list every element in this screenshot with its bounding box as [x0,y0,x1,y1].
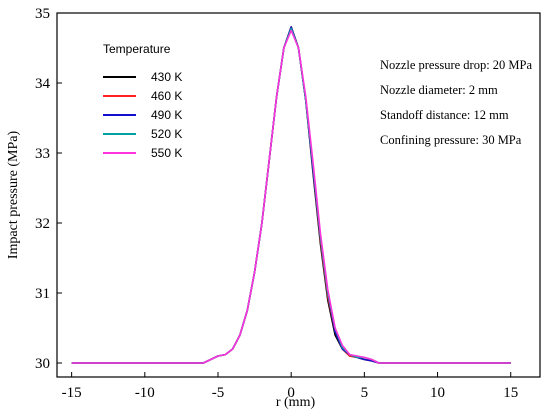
legend-entry: 490 K [151,108,182,122]
axes: -15 -10 -5 0 5 10 15 30 31 32 33 34 35 r (mm) Impact p… [6,6,541,410]
legend-entry: 550 K [151,146,182,160]
legend-entry: 460 K [151,89,182,103]
x-tick-label: 15 [503,385,518,401]
annotation-text: Nozzle diameter: 2 mm [380,83,498,97]
series-line-460k [71,26,511,364]
legend: Temperature 430 K 460 K 490 K 520 K 550 K [103,42,182,160]
plot-frame [56,12,541,378]
legend-entry: 430 K [151,70,182,84]
y-axis-label: Impact pressure (MPa) [6,131,21,260]
y-tick-label: 30 [35,356,50,372]
legend-entry: 520 K [151,127,182,141]
annotation-text: Confining pressure: 30 MPa [380,133,522,147]
series-line-490k [71,26,511,364]
series-group [71,26,511,364]
x-tick-label: -10 [135,385,155,401]
y-tick-label: 33 [35,146,50,162]
annotation-text: Nozzle pressure drop: 20 MPa [380,58,532,72]
series-line-520k [71,27,511,364]
y-tick-label: 35 [35,6,50,22]
y-tick-label: 32 [35,216,50,232]
series-line-430k [71,26,511,364]
x-tick-label: 10 [430,385,445,401]
legend-title: Temperature [103,42,171,56]
y-tick-label: 31 [35,286,50,302]
series-line-550k [71,29,511,364]
annotations: Nozzle pressure drop: 20 MPa Nozzle diame… [380,58,532,147]
x-tick-label: -5 [212,385,225,401]
x-tick-label: 0 [287,385,295,401]
y-tick-label: 34 [35,76,51,92]
x-tick-label: 5 [361,385,369,401]
annotation-text: Standoff distance: 12 mm [380,108,509,122]
x-axis-label: r (mm) [276,395,316,410]
x-tick-label: -15 [62,385,82,401]
